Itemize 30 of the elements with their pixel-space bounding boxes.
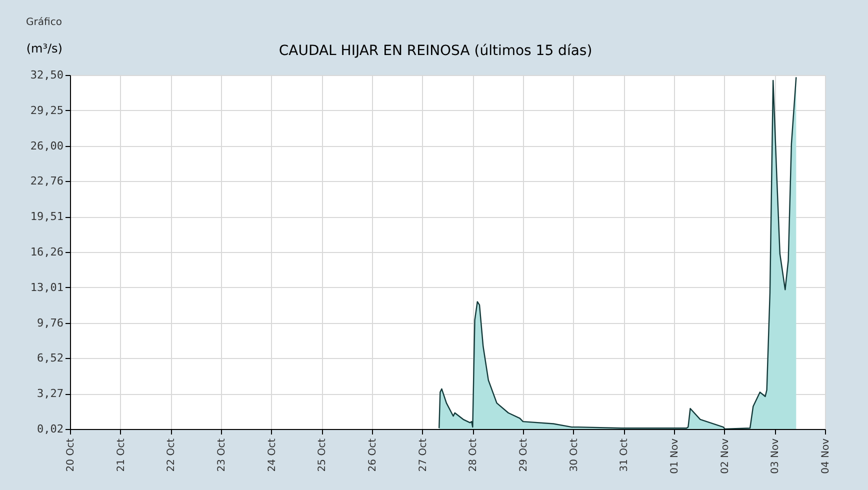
y-axis-title: (m³/s) [26, 42, 62, 56]
y-tick-label: 6,52 [37, 352, 64, 365]
x-tick-label: 24 Oct [266, 438, 278, 472]
x-tick-label: 20 Oct [66, 438, 76, 472]
x-tick-label: 04 Nov [820, 438, 832, 474]
y-tick-label: 26,00 [30, 139, 64, 152]
y-tick-label: 16,26 [30, 246, 64, 258]
x-tick-label: 03 Nov [770, 438, 782, 474]
text: Gráfico [26, 17, 62, 28]
x-tick-label: 27 Oct [418, 438, 429, 472]
x-tick-label: 25 Oct [317, 438, 328, 472]
y-tick-label: 13,01 [30, 280, 64, 294]
x-tick-label: 22 Oct [166, 438, 178, 472]
x-tick-label: 02 Nov [720, 438, 731, 474]
y-tick-label: 0,02 [37, 422, 64, 436]
y-tick-label: 19,51 [30, 210, 64, 224]
y-tick-label: 29,25 [30, 104, 64, 117]
x-tick-label: 26 Oct [368, 438, 378, 472]
x-tick-label: 01 Nov [670, 438, 680, 474]
x-tick-label: 29 Oct [518, 438, 530, 472]
chart-title: CAUDAL HIJAR EN REINOSA (últimos 15 días) [278, 43, 592, 59]
x-tick-label: 31 Oct [619, 438, 630, 472]
y-tick-label: 9,76 [37, 316, 64, 330]
y-tick-label: 32,50 [30, 68, 64, 82]
x-tick-label: 30 Oct [568, 438, 580, 472]
x-tick-label: 21 Oct [116, 438, 127, 472]
x-tick-label: 28 Oct [468, 438, 480, 472]
y-tick-label: 22,76 [30, 174, 64, 188]
y-tick-label: 3,27 [37, 387, 64, 400]
x-tick-label: 23 Oct [216, 438, 228, 472]
